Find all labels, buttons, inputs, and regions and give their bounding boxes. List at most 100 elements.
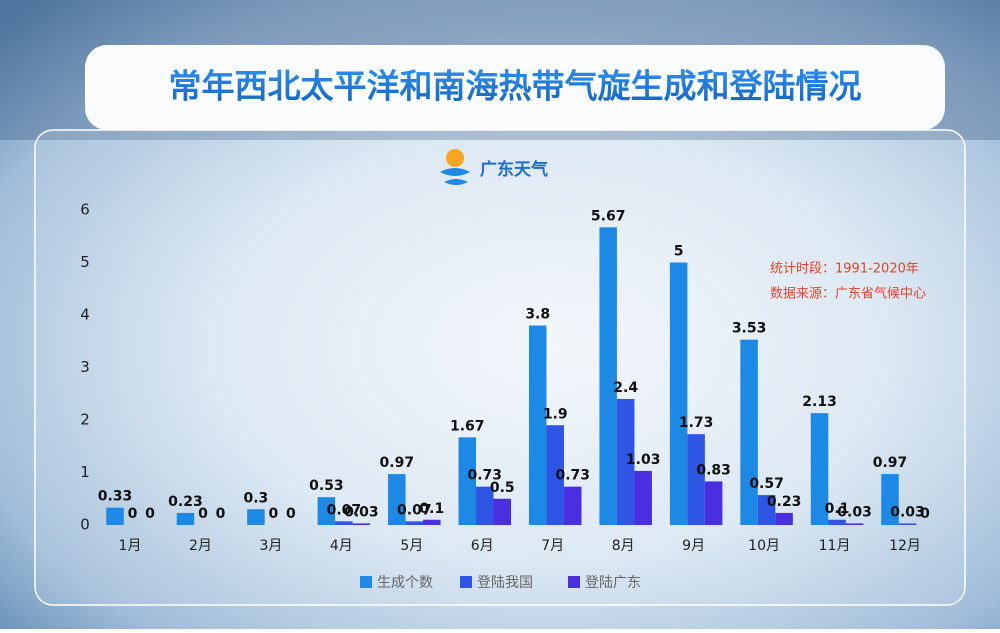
- x-tick-label: 3月: [259, 538, 282, 554]
- value-label: 0.53: [309, 478, 344, 494]
- value-label: 0.5: [490, 480, 515, 496]
- bar: [757, 495, 776, 525]
- x-tick-label: 6月: [471, 538, 494, 554]
- bar: [616, 399, 635, 525]
- value-label: 0.97: [380, 455, 415, 471]
- x-tick-label: 12月: [889, 538, 921, 554]
- y-tick-label: 1: [80, 463, 90, 481]
- legend-swatch: [460, 576, 472, 588]
- x-tick-label: 8月: [612, 538, 635, 554]
- y-tick-label: 3: [80, 358, 90, 376]
- value-label: 0: [198, 506, 208, 522]
- bar: [810, 413, 829, 525]
- y-tick-label: 0: [80, 516, 90, 534]
- bar: [405, 521, 424, 525]
- value-label: 0: [145, 506, 155, 522]
- panel: [34, 129, 966, 606]
- y-tick-label: 5: [80, 253, 90, 271]
- chart-title: 常年西北太平洋和南海热带气旋生成和登陆情况: [169, 67, 862, 106]
- legend-swatch: [568, 576, 580, 588]
- bar: [352, 523, 371, 525]
- value-label: 2.13: [802, 394, 837, 410]
- value-label: 0.03: [837, 504, 872, 520]
- y-tick-label: 2: [80, 411, 90, 429]
- bar: [493, 498, 512, 525]
- value-label: 0: [269, 506, 279, 522]
- x-tick-label: 5月: [400, 538, 423, 554]
- x-tick-label: 9月: [682, 538, 705, 554]
- x-tick-label: 11月: [819, 538, 851, 554]
- value-label: 0.33: [98, 489, 133, 505]
- value-label: 0.73: [467, 468, 502, 484]
- value-label: 3.8: [525, 307, 550, 323]
- bar: [176, 512, 195, 525]
- value-label: 1.9: [543, 406, 568, 422]
- value-label: 1.67: [450, 418, 485, 434]
- bar: [775, 512, 793, 525]
- value-label: 0.83: [696, 462, 731, 478]
- x-tick-label: 7月: [541, 538, 564, 554]
- value-label: 0: [920, 506, 930, 522]
- bar: [546, 425, 564, 525]
- legend-label: 生成个数: [377, 575, 433, 591]
- legend-label: 登陆我国: [477, 575, 533, 591]
- x-tick-label: 2月: [189, 538, 212, 554]
- bar: [687, 434, 705, 525]
- legend-label: 登陆广东: [585, 575, 641, 591]
- y-tick-label: 6: [80, 201, 90, 219]
- note: 数据来源：广东省气候中心: [770, 286, 926, 302]
- value-label: 1.73: [679, 415, 714, 431]
- x-tick-label: 10月: [748, 538, 780, 554]
- logo-sun: [446, 149, 464, 167]
- bar: [317, 497, 336, 525]
- value-label: 0.23: [767, 494, 802, 510]
- value-label: 0.07: [397, 502, 432, 518]
- value-label: 0.03: [890, 504, 925, 520]
- bar: [704, 481, 723, 525]
- x-tick-label: 1月: [119, 538, 142, 554]
- bar: [423, 519, 441, 525]
- y-tick-label: 4: [80, 306, 90, 324]
- value-label: 0.1: [419, 501, 444, 517]
- value-label: 0: [128, 506, 138, 522]
- bar: [669, 262, 688, 525]
- value-label: 0.03: [344, 504, 379, 520]
- value-label: 0.73: [555, 468, 590, 484]
- value-label: 5.67: [591, 208, 626, 224]
- value-label: 0.57: [749, 476, 784, 492]
- note: 统计时段：1991-2020年: [770, 262, 919, 277]
- bar: [563, 486, 582, 525]
- value-label: 1.03: [626, 452, 661, 468]
- bar: [528, 325, 547, 525]
- value-label: 0: [216, 506, 226, 522]
- bar: [106, 507, 124, 525]
- bar: [458, 437, 477, 525]
- value-label: 0.3: [244, 490, 269, 506]
- x-tick-label: 4月: [330, 538, 353, 554]
- logo-text: 广东天气: [480, 159, 548, 180]
- title-box: [85, 45, 945, 130]
- value-label: 2.4: [613, 380, 638, 396]
- value-label: 0.07: [327, 502, 362, 518]
- bar: [335, 521, 353, 525]
- value-label: 5: [674, 244, 684, 260]
- bar: [388, 474, 406, 525]
- bar: [634, 470, 652, 525]
- value-label: 0: [286, 506, 296, 522]
- bar: [898, 523, 917, 525]
- bar: [740, 339, 758, 525]
- bar: [599, 227, 617, 525]
- logo: [440, 149, 470, 185]
- bar: [476, 486, 494, 525]
- logo-wave: [440, 168, 470, 185]
- bar: [845, 523, 864, 525]
- bar: [828, 519, 846, 525]
- bar: [881, 474, 899, 525]
- value-label: 0.23: [168, 494, 203, 510]
- legend-swatch: [360, 576, 372, 588]
- value-label: 0.1: [825, 501, 850, 517]
- bar: [247, 509, 265, 525]
- value-label: 3.53: [732, 321, 767, 337]
- value-label: 0.97: [873, 455, 908, 471]
